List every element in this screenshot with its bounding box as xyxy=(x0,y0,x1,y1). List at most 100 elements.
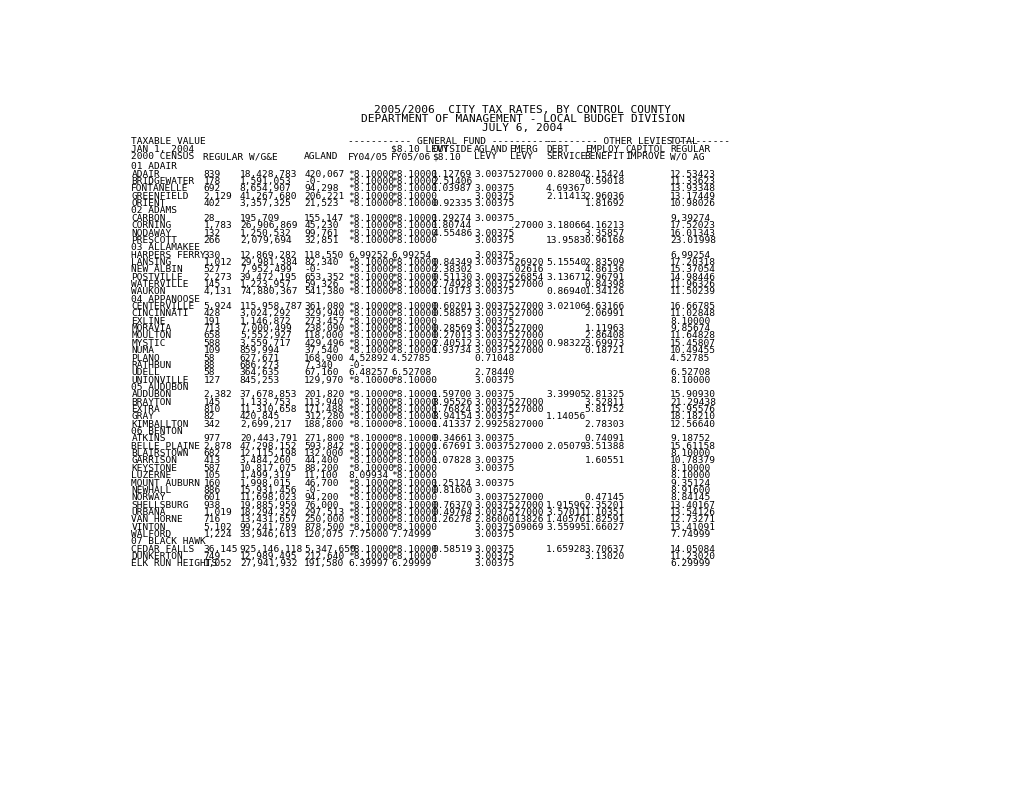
Text: 1,591,053: 1,591,053 xyxy=(239,177,291,186)
Text: 3.00375: 3.00375 xyxy=(474,339,514,348)
Text: 1.12769: 1.12769 xyxy=(432,169,472,179)
Text: 132,000: 132,000 xyxy=(304,449,344,458)
Text: 8.10000: 8.10000 xyxy=(669,317,709,325)
Text: CAPITOL: CAPITOL xyxy=(625,145,664,154)
Text: *8.10000: *8.10000 xyxy=(348,434,394,444)
Text: 2.06991: 2.06991 xyxy=(584,310,625,318)
Text: 1.76824: 1.76824 xyxy=(432,405,472,414)
Text: 2.51406: 2.51406 xyxy=(432,177,472,186)
Text: *8.10000: *8.10000 xyxy=(390,449,436,458)
Text: 2.11413: 2.11413 xyxy=(545,191,586,201)
Text: 15.37054: 15.37054 xyxy=(669,266,715,274)
Text: 3.00375: 3.00375 xyxy=(474,478,514,488)
Text: 3.00375: 3.00375 xyxy=(474,456,514,466)
Text: *8.10000: *8.10000 xyxy=(348,266,394,274)
Text: NORWAY: NORWAY xyxy=(131,493,166,502)
Text: CEDAR FALLS: CEDAR FALLS xyxy=(131,545,195,554)
Text: 588: 588 xyxy=(203,339,220,348)
Text: UNIONVILLE: UNIONVILLE xyxy=(131,376,189,385)
Text: 88: 88 xyxy=(203,361,215,370)
Text: 45,230: 45,230 xyxy=(304,221,338,230)
Text: 12,869,282: 12,869,282 xyxy=(239,251,298,259)
Text: 3.39905: 3.39905 xyxy=(545,390,586,400)
Text: *8.10000: *8.10000 xyxy=(348,302,394,311)
Text: 11,310,658: 11,310,658 xyxy=(239,405,298,414)
Text: *8.10000: *8.10000 xyxy=(348,515,394,524)
Text: 6.99254: 6.99254 xyxy=(390,251,431,259)
Text: 0.51130: 0.51130 xyxy=(432,273,472,281)
Text: *8.10000: *8.10000 xyxy=(390,324,436,333)
Text: 682: 682 xyxy=(203,449,220,458)
Text: 1.65928: 1.65928 xyxy=(545,545,586,554)
Text: 0.76370: 0.76370 xyxy=(432,500,472,510)
Text: DEBT: DEBT xyxy=(545,145,569,154)
Text: 3.02106: 3.02106 xyxy=(545,302,586,311)
Text: 1,019: 1,019 xyxy=(203,508,232,517)
Text: 3.00375: 3.00375 xyxy=(474,310,514,318)
Text: 810: 810 xyxy=(203,405,220,414)
Text: 2.38302: 2.38302 xyxy=(432,266,472,274)
Text: 428: 428 xyxy=(203,310,220,318)
Text: *8.10000: *8.10000 xyxy=(348,442,394,451)
Text: *8.10000: *8.10000 xyxy=(348,449,394,458)
Text: 145: 145 xyxy=(203,280,220,289)
Text: 113,940: 113,940 xyxy=(304,398,344,407)
Text: 76,000: 76,000 xyxy=(304,500,338,510)
Text: WALFORD: WALFORD xyxy=(131,530,171,539)
Text: .27000: .27000 xyxy=(510,508,543,517)
Text: CORNING: CORNING xyxy=(131,221,171,230)
Text: 13,431,657: 13,431,657 xyxy=(239,515,298,524)
Text: FY05/06: FY05/06 xyxy=(390,152,431,162)
Text: 5,552,927: 5,552,927 xyxy=(239,332,291,340)
Text: 0.28569: 0.28569 xyxy=(432,324,472,333)
Text: LUZERNE: LUZERNE xyxy=(131,471,171,480)
Text: 05 AUDUBON: 05 AUDUBON xyxy=(131,383,189,392)
Text: 160: 160 xyxy=(203,478,220,488)
Text: *8.10000: *8.10000 xyxy=(390,339,436,348)
Text: 3.00375: 3.00375 xyxy=(474,522,514,532)
Text: 67,160: 67,160 xyxy=(304,368,338,377)
Text: 238,090: 238,090 xyxy=(304,324,344,333)
Text: *8.10000: *8.10000 xyxy=(390,493,436,502)
Text: 0.49764: 0.49764 xyxy=(432,508,472,517)
Text: 0.60201: 0.60201 xyxy=(432,302,472,311)
Text: 06 BENTON: 06 BENTON xyxy=(131,427,183,436)
Text: 18,294,320: 18,294,320 xyxy=(239,508,298,517)
Text: 2,129: 2,129 xyxy=(203,191,232,201)
Text: EXTRA: EXTRA xyxy=(131,405,160,414)
Text: 0.92335: 0.92335 xyxy=(432,199,472,208)
Text: 6.52708: 6.52708 xyxy=(390,368,431,377)
Text: 1,146,872: 1,146,872 xyxy=(239,317,291,325)
Text: 02 ADAMS: 02 ADAMS xyxy=(131,206,177,215)
Text: 12.56640: 12.56640 xyxy=(669,420,715,429)
Text: 0.84398: 0.84398 xyxy=(584,280,625,289)
Text: 312,280: 312,280 xyxy=(304,412,344,422)
Text: 1,224: 1,224 xyxy=(203,530,232,539)
Text: .27000: .27000 xyxy=(510,221,543,230)
Text: *8.10000: *8.10000 xyxy=(390,236,436,245)
Text: 3.00375: 3.00375 xyxy=(474,317,514,325)
Text: 74,880,367: 74,880,367 xyxy=(239,288,298,296)
Text: .02616: .02616 xyxy=(510,266,543,274)
Text: AGLAND: AGLAND xyxy=(304,152,338,162)
Text: .27000: .27000 xyxy=(510,324,543,333)
Text: .27000: .27000 xyxy=(510,332,543,340)
Text: 39,472,195: 39,472,195 xyxy=(239,273,298,281)
Text: 1.34126: 1.34126 xyxy=(584,288,625,296)
Text: BRAYTON: BRAYTON xyxy=(131,398,171,407)
Text: 13.41091: 13.41091 xyxy=(669,522,715,532)
Text: 2.83509: 2.83509 xyxy=(584,258,625,267)
Text: 129,970: 129,970 xyxy=(304,376,344,385)
Text: 58: 58 xyxy=(203,368,215,377)
Text: 1.10351: 1.10351 xyxy=(584,508,625,517)
Text: 168,900: 168,900 xyxy=(304,354,344,362)
Text: .27000: .27000 xyxy=(510,302,543,311)
Text: *8.10000: *8.10000 xyxy=(348,236,394,245)
Text: 0.47145: 0.47145 xyxy=(584,493,625,502)
Text: PLANO: PLANO xyxy=(131,354,160,362)
Text: 3.00375: 3.00375 xyxy=(474,324,514,333)
Text: 3.00375: 3.00375 xyxy=(474,376,514,385)
Text: 3.00375: 3.00375 xyxy=(474,280,514,289)
Text: 3.70637: 3.70637 xyxy=(584,545,625,554)
Text: 12,115,198: 12,115,198 xyxy=(239,449,298,458)
